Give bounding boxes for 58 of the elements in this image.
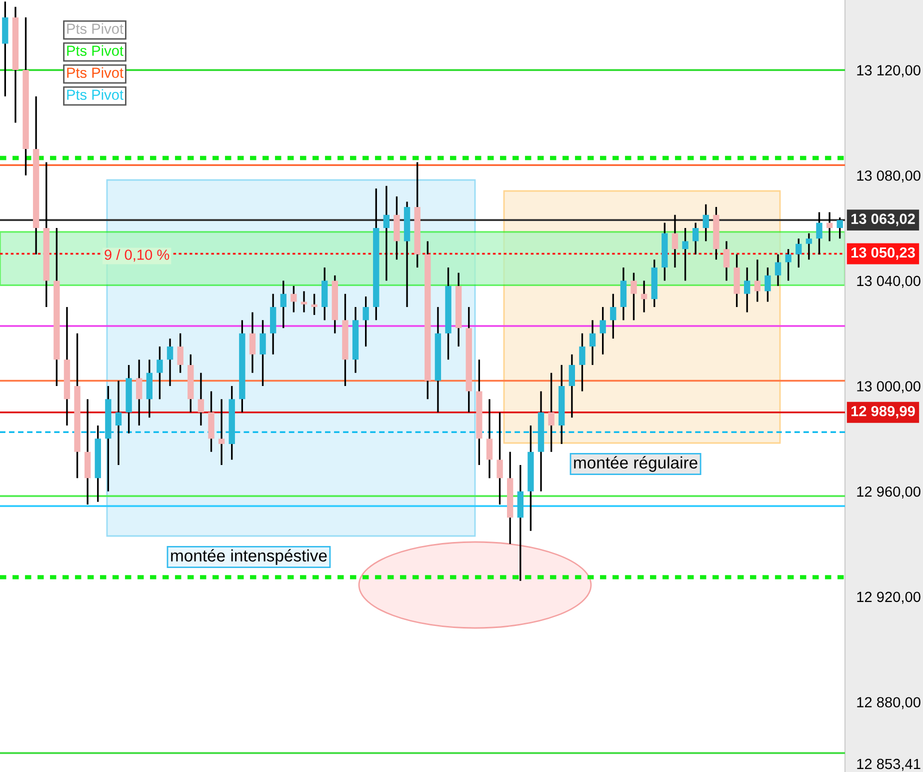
- y-tick-label: 12 960,00: [857, 486, 920, 498]
- candlestick: [692, 222, 699, 256]
- y-tick-label: 12 880,00: [857, 697, 920, 710]
- candlestick: [816, 211, 822, 256]
- candlestick: [836, 216, 843, 240]
- candlestick: [280, 280, 286, 329]
- candlestick: [115, 380, 122, 466]
- y-tick-label: 13 120,00: [857, 65, 920, 78]
- candlestick: [218, 398, 225, 466]
- candlestick: [754, 258, 760, 303]
- candlestick: [672, 214, 678, 268]
- candlestick: [300, 290, 308, 314]
- y-tick-label: 12 853,41: [857, 758, 920, 771]
- candlestick: [496, 412, 503, 506]
- candlestick: [548, 372, 554, 453]
- candlestick: [589, 319, 596, 366]
- y-tick-label: 13 080,00: [857, 170, 920, 183]
- ref-line-label: 12 989,99: [851, 406, 915, 418]
- candlestick: [744, 266, 750, 314]
- candlestick: [826, 211, 833, 242]
- annotation: Pts Pivot: [67, 23, 124, 34]
- ref-line-label: 13 063,02: [851, 214, 915, 226]
- candlestick: [806, 232, 812, 260]
- candlestick: [630, 272, 637, 322]
- candlestick: [702, 203, 709, 242]
- candlestick: [177, 332, 184, 374]
- annotation: montée régulaire: [574, 456, 698, 472]
- candlestick: [640, 280, 648, 314]
- candlestick: [785, 248, 792, 282]
- candlestick: [723, 240, 730, 282]
- candlestick: [600, 306, 606, 356]
- candlestick: [260, 319, 266, 387]
- annotation: 9 / 0,10 %: [104, 249, 170, 262]
- candlestick: [198, 372, 204, 426]
- y-tick-label: 13 000,00: [857, 381, 920, 394]
- candlestick: [774, 254, 782, 287]
- candlestick: [383, 185, 390, 282]
- candlestick: [249, 311, 256, 374]
- candlestick: [682, 227, 688, 282]
- ref-line-label: 13 050,23: [851, 247, 915, 260]
- candlestick: [579, 332, 586, 392]
- candlestick: [764, 266, 771, 303]
- candlestick: [136, 358, 142, 426]
- candlestick: [486, 398, 493, 480]
- candlestick: [568, 354, 576, 418]
- candlestick: [362, 296, 369, 348]
- y-tick-label: 12 920,00: [857, 592, 920, 604]
- annotation: Pts Pivot: [67, 67, 124, 78]
- candlestick: [796, 238, 802, 268]
- candlestick: [610, 293, 616, 340]
- y-tick-label: 13 040,00: [857, 276, 920, 288]
- candlestick: [311, 293, 318, 316]
- candlestick: [166, 338, 174, 387]
- annotation: Pts Pivot: [67, 89, 124, 100]
- annotation: montée intenspéstive: [171, 549, 327, 565]
- annotation: Pts Pivot: [67, 45, 124, 56]
- candlestick: [156, 346, 163, 400]
- candlestick: [290, 285, 297, 314]
